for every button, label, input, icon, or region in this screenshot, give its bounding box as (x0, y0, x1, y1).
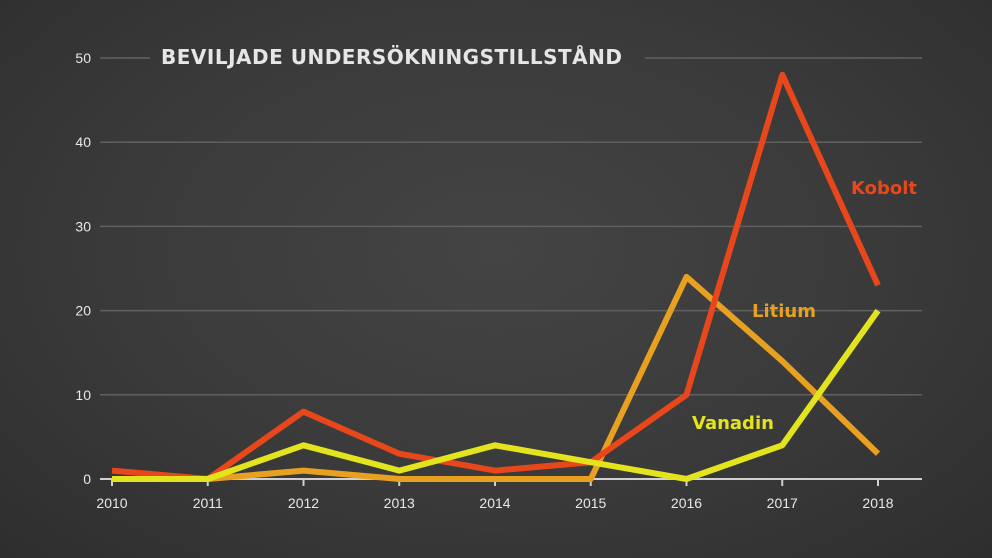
series-label-kobolt: Kobolt (851, 178, 917, 199)
series-label-litium: Litium (752, 301, 816, 322)
gridlines (100, 57, 922, 480)
y-tick-label: 10 (75, 387, 91, 403)
x-tick-label: 2018 (862, 495, 893, 511)
x-tick-label: 2014 (479, 495, 510, 511)
series-labels: Kobolt Litium Vanadin (692, 178, 917, 434)
series-label-vanadin: Vanadin (692, 413, 774, 434)
series-line-kobolt (111, 71, 881, 482)
series-lines (111, 71, 881, 482)
series-line-vanadin (112, 308, 881, 482)
x-tick-label: 2017 (767, 495, 798, 511)
series-line-litium (112, 273, 881, 482)
y-axis-ticks: 0 10 20 30 40 50 (75, 50, 91, 487)
x-tick-label: 2015 (575, 495, 606, 511)
y-tick-label: 20 (75, 303, 91, 319)
y-tick-label: 30 (75, 218, 91, 234)
x-tick-label: 2010 (96, 495, 127, 511)
y-tick-label: 50 (75, 50, 91, 66)
x-axis-ticks: 2010 2011 2012 2013 2014 2015 2016 2017 2018 (96, 479, 894, 511)
x-tick-label: 2012 (288, 495, 319, 511)
chart-title: BEVILJADE UNDERSÖKNINGSTILLSTÅND (161, 45, 622, 69)
y-tick-label: 40 (75, 134, 91, 150)
y-tick-label: 0 (83, 471, 91, 487)
x-tick-label: 2016 (671, 495, 702, 511)
x-tick-label: 2013 (384, 495, 415, 511)
x-tick-label: 2011 (193, 495, 223, 511)
